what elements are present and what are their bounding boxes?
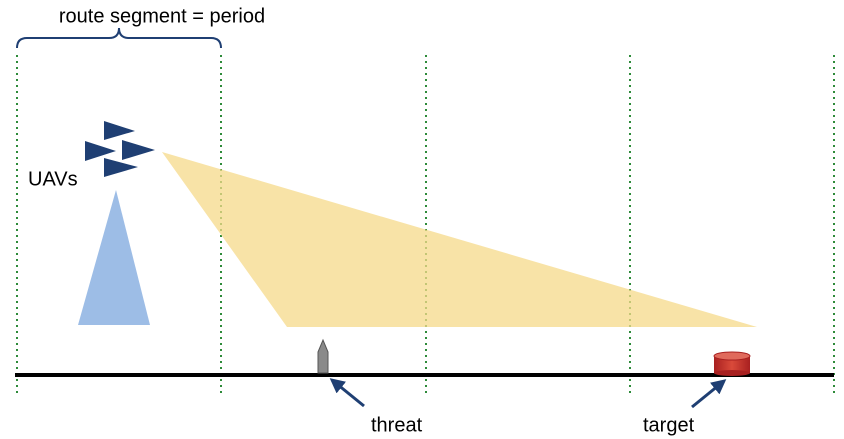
target-icon (714, 352, 750, 376)
title: route segment = period (59, 5, 265, 27)
uav (122, 140, 155, 160)
target-sensor-cone (162, 152, 757, 327)
uav (104, 121, 135, 140)
threat-icon (318, 340, 328, 373)
brace (17, 28, 221, 48)
threat-arrow (332, 380, 364, 406)
uav-group (85, 121, 155, 177)
target-arrow (692, 381, 724, 407)
threat-label: threat (371, 414, 423, 436)
uav (85, 141, 116, 161)
target-label: target (643, 414, 695, 436)
uav-sensor-cone (78, 190, 150, 325)
segment-lines (17, 55, 834, 395)
diagram: route segment = period UAVs threat targe… (0, 0, 844, 439)
uav (104, 158, 138, 177)
uavs-label: UAVs (28, 168, 78, 190)
